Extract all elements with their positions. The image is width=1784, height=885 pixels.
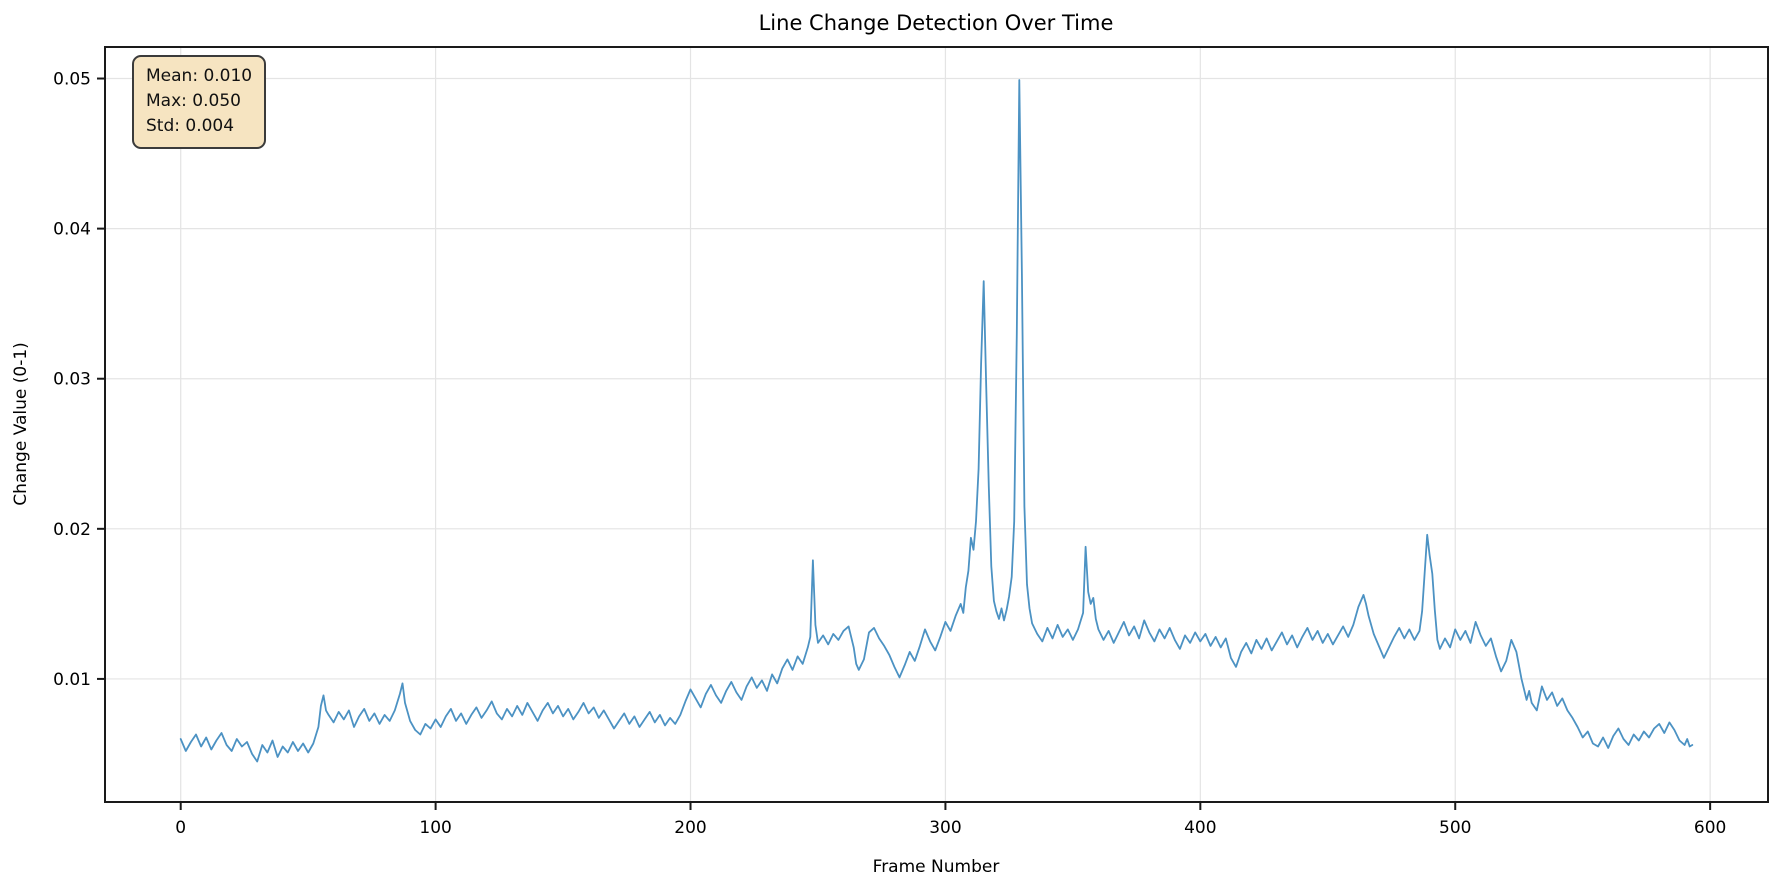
x-tick-label: 500 — [1439, 818, 1471, 838]
x-tick-label: 0 — [175, 818, 186, 838]
stats-line-max: Max: 0.050 — [146, 91, 241, 111]
stats-line-mean: Mean: 0.010 — [146, 66, 253, 86]
x-tick-label: 200 — [674, 818, 706, 838]
chart-title: Line Change Detection Over Time — [759, 11, 1114, 35]
y-tick-label: 0.05 — [53, 70, 91, 90]
plot-border — [104, 46, 1769, 803]
y-tick-label: 0.03 — [53, 370, 91, 390]
series-line — [179, 79, 1694, 763]
y-axis-label: Change Value (0-1) — [11, 342, 31, 506]
y-tick-label: 0.01 — [53, 670, 91, 690]
x-tick-label: 300 — [929, 818, 961, 838]
x-tick-label: 400 — [1184, 818, 1216, 838]
y-tick-label: 0.04 — [53, 220, 91, 240]
stats-box: Mean: 0.010 Max: 0.050 Std: 0.004 — [132, 55, 267, 149]
x-axis-label: Frame Number — [873, 857, 1000, 877]
x-tick-labels: 0 100 200 300 400 500 600 — [175, 818, 1726, 838]
grid — [105, 47, 1768, 802]
x-tick-label: 600 — [1694, 818, 1726, 838]
tick-marks — [97, 77, 1712, 810]
stats-line-std: Std: 0.004 — [146, 116, 235, 136]
y-tick-label: 0.02 — [53, 520, 91, 540]
x-tick-label: 100 — [419, 818, 451, 838]
y-tick-labels: 0.01 0.02 0.03 0.04 0.05 — [53, 70, 91, 690]
